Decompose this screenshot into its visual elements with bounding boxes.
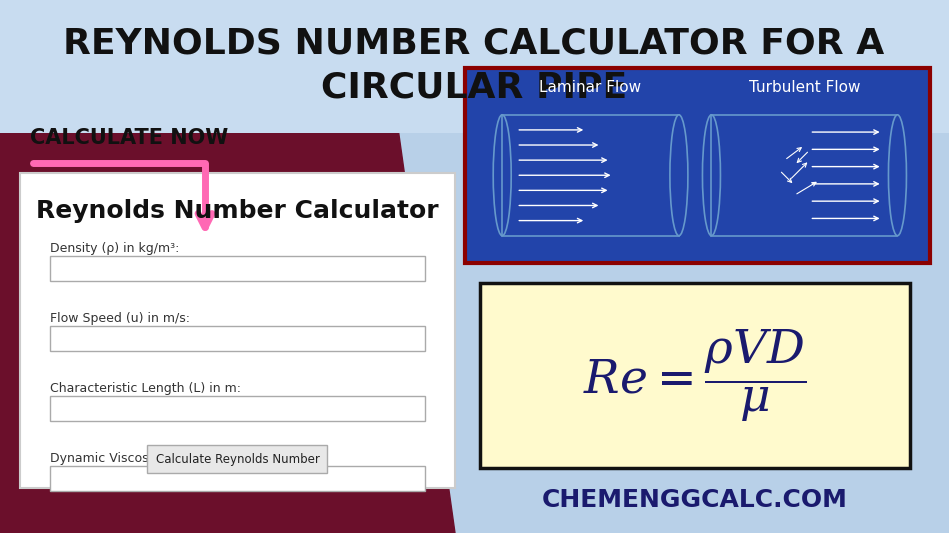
Bar <box>502 115 679 236</box>
FancyArrowPatch shape <box>33 163 212 228</box>
Text: CALCULATE NOW: CALCULATE NOW <box>30 128 229 148</box>
Text: Calculate Reynolds Number: Calculate Reynolds Number <box>156 453 320 465</box>
Text: Density (ρ) in kg/m³:: Density (ρ) in kg/m³: <box>50 242 179 255</box>
Text: CIRCULAR PIPE: CIRCULAR PIPE <box>321 71 627 105</box>
Bar <box>712 115 898 236</box>
Bar <box>147 445 327 473</box>
Bar <box>50 326 425 351</box>
Text: $Re = \dfrac{\rho VD}{\mu}$: $Re = \dfrac{\rho VD}{\mu}$ <box>584 327 807 424</box>
Ellipse shape <box>670 115 688 236</box>
Bar <box>50 396 425 421</box>
Text: Turbulent Flow: Turbulent Flow <box>749 80 860 95</box>
Bar <box>465 68 930 263</box>
Text: Laminar Flow: Laminar Flow <box>539 80 642 95</box>
Text: CHEMENGGCALC.COM: CHEMENGGCALC.COM <box>542 488 848 512</box>
Ellipse shape <box>888 115 906 236</box>
Text: Characteristic Length (L) in m:: Characteristic Length (L) in m: <box>50 382 241 395</box>
Bar <box>50 466 425 491</box>
Text: Flow Speed (u) in m/s:: Flow Speed (u) in m/s: <box>50 312 190 325</box>
FancyBboxPatch shape <box>20 173 455 488</box>
Bar <box>0 0 949 133</box>
Polygon shape <box>0 0 455 533</box>
Text: Dynamic Viscosity (μ) in Pa·s:: Dynamic Viscosity (μ) in Pa·s: <box>50 452 234 465</box>
Text: REYNOLDS NUMBER CALCULATOR FOR A: REYNOLDS NUMBER CALCULATOR FOR A <box>64 26 884 60</box>
Text: Reynolds Number Calculator: Reynolds Number Calculator <box>36 199 438 223</box>
Bar <box>50 256 425 281</box>
Bar <box>480 283 910 468</box>
